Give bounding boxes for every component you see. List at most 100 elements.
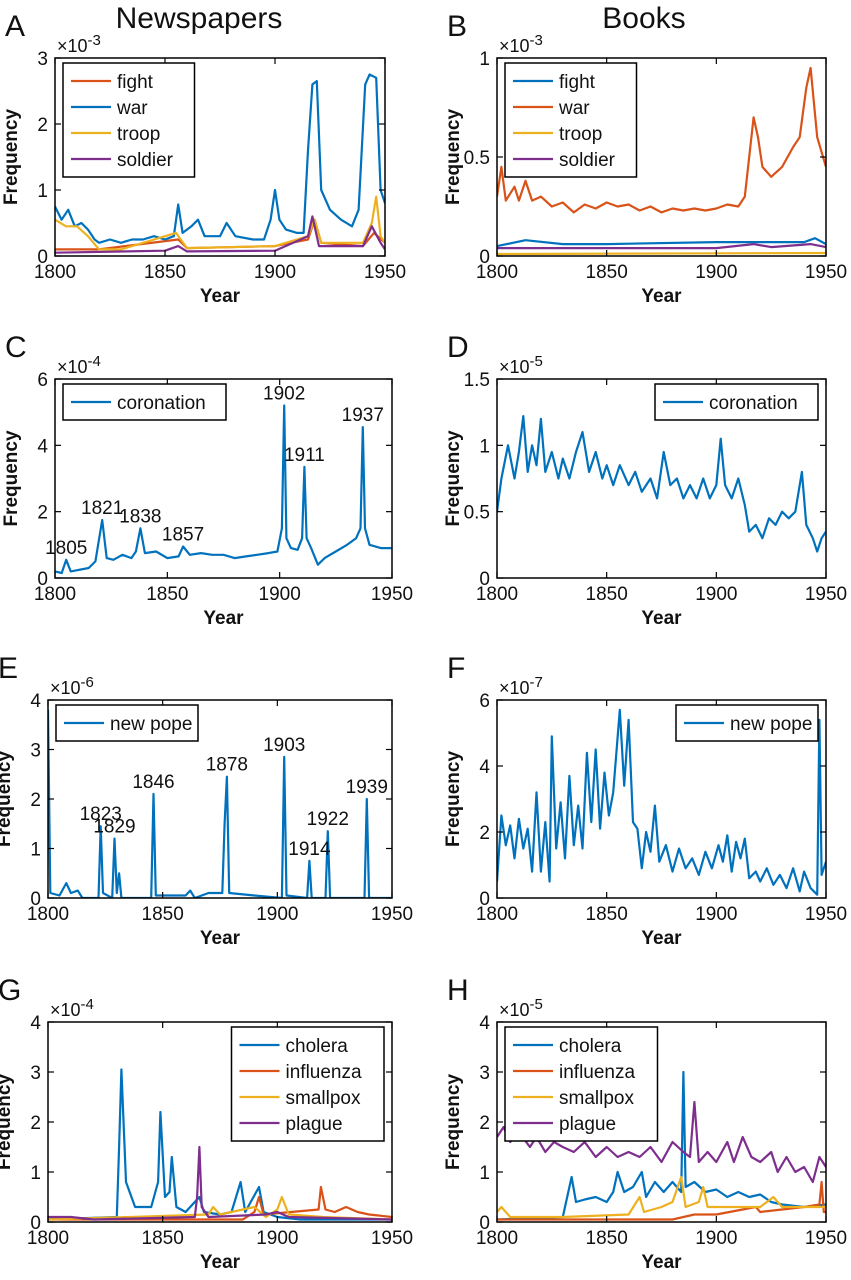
y-tick-label: 3	[479, 1063, 490, 1084]
series-line	[48, 1068, 392, 1221]
axis-exponent-power: -6	[81, 674, 94, 691]
axis-exponent: ×10-5	[499, 996, 543, 1020]
x-axis-title: Year	[641, 608, 682, 629]
y-tick-label: 4	[479, 1013, 490, 1034]
y-axis-title: Frequency	[1, 430, 22, 527]
x-tick-label: 1900	[695, 904, 737, 925]
x-tick-label: 1900	[259, 584, 301, 605]
annotation-label: 1914	[288, 839, 331, 860]
legend: coronation	[62, 383, 227, 421]
y-tick-label: 4	[37, 436, 48, 457]
axis-exponent-power: -3	[88, 32, 101, 49]
legend-label: cholera	[559, 1036, 622, 1057]
legend: new pope	[675, 704, 819, 742]
annotation-label: 1911	[284, 445, 325, 466]
legend-label: coronation	[709, 393, 798, 414]
axis-exponent-power: -7	[530, 674, 543, 691]
plot-frame	[496, 699, 827, 899]
legend-label: war	[558, 98, 590, 119]
legend-label: fight	[559, 72, 596, 93]
series-line	[497, 237, 826, 248]
x-tick-label: 1850	[142, 1228, 184, 1249]
panel-letter: G	[0, 974, 21, 1007]
series-line	[48, 1185, 392, 1221]
x-axis-title: Year	[200, 928, 241, 949]
y-tick-label: 0	[30, 1213, 41, 1234]
y-tick-label: 4	[479, 757, 490, 778]
axis-exponent-power: -3	[530, 32, 543, 49]
y-tick-label: 1	[30, 840, 41, 861]
legend-label: plague	[286, 1114, 343, 1135]
y-tick-label: 1	[37, 181, 48, 202]
x-axis-title: Year	[200, 286, 241, 307]
series-line	[55, 404, 392, 575]
x-axis-title: Year	[203, 608, 244, 629]
panel-letter: F	[447, 652, 465, 685]
x-tick-label: 1900	[254, 262, 296, 283]
legend: coronation	[654, 383, 819, 421]
x-tick-label: 1850	[586, 904, 628, 925]
y-tick-label: 3	[37, 49, 48, 70]
x-tick-label: 1950	[805, 262, 847, 283]
series-line	[55, 73, 385, 244]
plot-frame	[54, 378, 393, 579]
x-tick-label: 1800	[27, 904, 69, 925]
x-tick-label: 1800	[34, 584, 76, 605]
x-tick-label: 1800	[476, 584, 518, 605]
x-tick-label: 1800	[476, 904, 518, 925]
y-tick-label: 1	[479, 49, 490, 70]
chart-panel-b: B 1800 1850 1900 1950 0 0.5 1 ×10-3 Year Frequency…	[443, 10, 847, 307]
x-tick-label: 1950	[805, 904, 847, 925]
x-tick-label: 1900	[256, 1228, 298, 1249]
annotation-label: 1857	[162, 524, 204, 545]
plot-frame	[496, 378, 827, 579]
y-tick-label: 1	[30, 1163, 41, 1184]
series-line	[497, 1100, 826, 1184]
y-tick-label: 6	[479, 691, 490, 712]
annotation-label: 1939	[346, 777, 388, 798]
series-line	[48, 1195, 392, 1221]
series-line	[497, 243, 826, 250]
x-tick-label: 1800	[476, 1228, 518, 1249]
annotation-label: 1903	[263, 735, 305, 756]
y-tick-label: 2	[479, 1113, 490, 1134]
y-tick-label: 0.5	[464, 148, 490, 169]
legend-label: troop	[117, 124, 160, 145]
x-tick-label: 1850	[586, 584, 628, 605]
series-line	[497, 66, 826, 214]
axis-exponent: ×10-3	[57, 32, 101, 56]
series-line	[55, 215, 385, 254]
series-line	[55, 195, 385, 251]
chart-panel-e: E 1800 1850 1900 1950 0 1 2 3 4 ×10-6 Year Frequency…	[0, 652, 413, 949]
annotation-label: 1922	[307, 809, 349, 830]
y-axis-title: Frequency	[0, 751, 15, 848]
chart-panel-h: H 1800 1850 1900 1950 0 1 2 3 4 ×10-5 Year Frequency…	[443, 974, 847, 1273]
axis-exponent: ×10-5	[499, 353, 543, 377]
y-tick-label: 0	[479, 1213, 490, 1234]
legend-label: soldier	[559, 150, 616, 171]
annotation-label: 1805	[45, 538, 87, 559]
y-axis-title: Frequency	[443, 109, 464, 206]
annotation-label: 1937	[342, 405, 384, 426]
column-title-books: Books	[602, 2, 685, 35]
chart-panel-g: G 1800 1850 1900 1950 0 1 2 3 4 ×10-4 Year Frequency…	[0, 974, 413, 1273]
chart-panel-a: A 1800 1850 1900 1950 0 1 2 3 ×10-3 Year Frequency f…	[1, 10, 406, 307]
x-tick-label: 1900	[695, 1228, 737, 1249]
legend-label: cholera	[286, 1036, 349, 1057]
y-axis-title: Frequency	[1, 109, 22, 206]
x-tick-label: 1850	[144, 262, 186, 283]
y-axis-title: Frequency	[443, 751, 464, 848]
annotation-label: 1878	[206, 755, 248, 776]
axis-exponent-power: -4	[81, 996, 94, 1013]
chart-panel-d: D 1800 1850 1900 1950 0 0.5 1 1.5 ×10-5 Year Freque…	[443, 331, 847, 629]
legend: fight war troop soldier	[504, 62, 638, 178]
y-tick-label: 1.5	[464, 370, 490, 391]
panel-letter: H	[447, 974, 469, 1007]
x-axis-title: Year	[641, 286, 682, 307]
x-tick-label: 1850	[146, 584, 188, 605]
axis-exponent-power: -5	[530, 353, 543, 370]
x-axis-title: Year	[641, 1252, 682, 1273]
axis-exponent: ×10-7	[499, 674, 543, 698]
x-tick-label: 1850	[142, 904, 184, 925]
